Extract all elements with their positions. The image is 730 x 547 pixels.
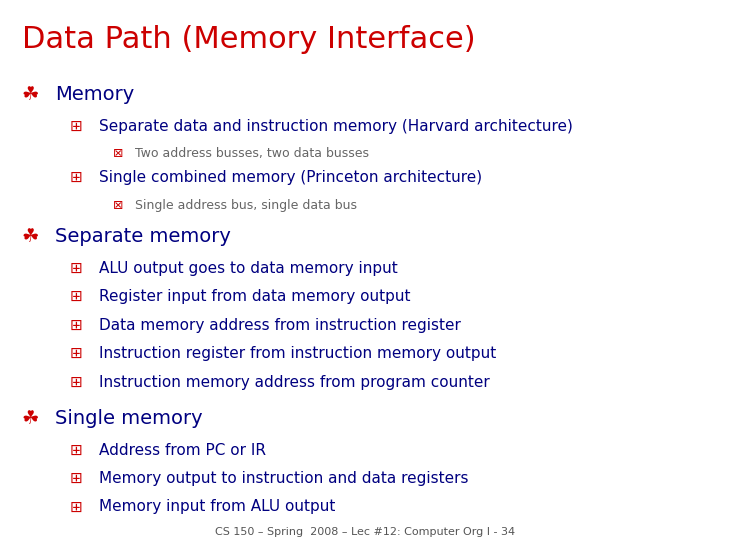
Text: ⊞: ⊞: [69, 170, 82, 185]
Text: Memory input from ALU output: Memory input from ALU output: [99, 499, 335, 514]
Text: Separate memory: Separate memory: [55, 227, 231, 246]
Text: Instruction memory address from program counter: Instruction memory address from program …: [99, 375, 489, 389]
Text: Memory output to instruction and data registers: Memory output to instruction and data re…: [99, 471, 468, 486]
Text: ⊞: ⊞: [69, 375, 82, 389]
Text: ⊞: ⊞: [69, 119, 82, 133]
Text: ⊠: ⊠: [113, 147, 123, 160]
Text: Memory: Memory: [55, 85, 134, 104]
Text: ⊞: ⊞: [69, 471, 82, 486]
Text: Instruction register from instruction memory output: Instruction register from instruction me…: [99, 346, 496, 361]
Text: ⊞: ⊞: [69, 443, 82, 457]
Text: Address from PC or IR: Address from PC or IR: [99, 443, 266, 457]
Text: Register input from data memory output: Register input from data memory output: [99, 289, 410, 304]
Text: Separate data and instruction memory (Harvard architecture): Separate data and instruction memory (Ha…: [99, 119, 572, 133]
Text: Single memory: Single memory: [55, 409, 202, 428]
Text: Single combined memory (Princeton architecture): Single combined memory (Princeton archit…: [99, 170, 482, 185]
Text: Data memory address from instruction register: Data memory address from instruction reg…: [99, 318, 461, 333]
Text: ☘: ☘: [22, 227, 39, 246]
Text: ☘: ☘: [22, 85, 39, 104]
Text: CS 150 – Spring  2008 – Lec #12: Computer Org I - 34: CS 150 – Spring 2008 – Lec #12: Computer…: [215, 527, 515, 537]
Text: ⊞: ⊞: [69, 261, 82, 276]
Text: ⊠: ⊠: [113, 199, 123, 212]
Text: ALU output goes to data memory input: ALU output goes to data memory input: [99, 261, 397, 276]
Text: ⊞: ⊞: [69, 346, 82, 361]
Text: ⊞: ⊞: [69, 318, 82, 333]
Text: ☘: ☘: [22, 409, 39, 428]
Text: Single address bus, single data bus: Single address bus, single data bus: [135, 199, 357, 212]
Text: ⊞: ⊞: [69, 499, 82, 514]
Text: Data Path (Memory Interface): Data Path (Memory Interface): [22, 25, 475, 54]
Text: Two address busses, two data busses: Two address busses, two data busses: [135, 147, 369, 160]
Text: ⊞: ⊞: [69, 289, 82, 304]
